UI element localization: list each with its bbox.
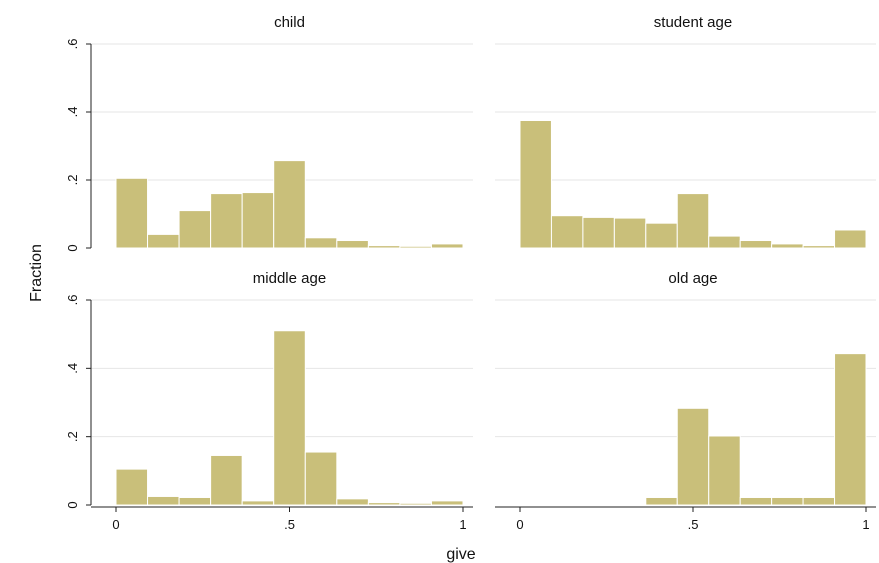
histogram-bar xyxy=(430,500,464,506)
histogram-bar xyxy=(739,496,773,506)
y-tick-label: .6 xyxy=(65,295,80,306)
y-tick-label: 0 xyxy=(65,501,80,508)
histogram-bar xyxy=(336,240,369,249)
y-tick-label: 0 xyxy=(65,244,80,251)
histogram-bar xyxy=(771,496,804,506)
histogram-bar xyxy=(739,240,773,249)
histogram-bar xyxy=(241,500,275,506)
histogram-bar xyxy=(676,193,710,249)
histogram-bar xyxy=(178,210,212,249)
histogram-bar xyxy=(582,216,615,249)
y-axis-label: Fraction xyxy=(28,244,45,302)
histogram-bar xyxy=(367,245,401,249)
x-tick-label: 1 xyxy=(459,517,466,532)
x-tick-label: 1 xyxy=(862,517,869,532)
histogram-bar xyxy=(367,502,401,506)
histogram-bar xyxy=(178,496,212,506)
panel-title: student age xyxy=(654,14,732,31)
histogram-bar xyxy=(115,468,149,506)
histogram-bar xyxy=(304,237,338,249)
histogram-bar xyxy=(802,496,836,506)
histogram-bar xyxy=(519,120,552,249)
x-tick-label: 0 xyxy=(112,517,119,532)
y-tick-label: .4 xyxy=(65,107,80,118)
histogram-bar xyxy=(771,243,804,249)
y-tick-label: .2 xyxy=(65,175,80,186)
histogram-bar xyxy=(802,245,836,249)
histogram-bar xyxy=(210,454,243,506)
histogram-bar xyxy=(399,502,432,506)
histogram-bar xyxy=(645,496,678,506)
histogram-bar xyxy=(834,229,867,249)
histogram-bar xyxy=(708,235,741,249)
histogram-bar xyxy=(241,192,275,249)
x-tick-label: .5 xyxy=(688,517,699,532)
y-tick-label: .2 xyxy=(65,431,80,442)
histogram-bar xyxy=(273,330,306,506)
histogram-bar xyxy=(676,407,710,506)
histogram-bar xyxy=(613,217,647,249)
histogram-bar xyxy=(147,233,180,249)
histogram-bar xyxy=(550,215,584,249)
histogram-bar xyxy=(273,160,306,249)
x-tick-label: 0 xyxy=(516,517,523,532)
panel-title: child xyxy=(274,14,305,31)
histogram-bar xyxy=(115,177,149,249)
histogram-bar xyxy=(399,245,432,249)
y-tick-label: .6 xyxy=(65,39,80,50)
panel-title: old age xyxy=(668,270,717,287)
histogram-bar xyxy=(708,435,741,506)
x-axis-label: give xyxy=(446,546,475,563)
histogram-bar xyxy=(304,451,338,506)
histogram-bar xyxy=(147,495,180,506)
histogram-bar xyxy=(336,498,369,506)
y-tick-label: .4 xyxy=(65,363,80,374)
histogram-bar xyxy=(210,193,243,249)
panel-title: middle age xyxy=(253,270,326,287)
x-tick-label: .5 xyxy=(284,517,295,532)
histogram-bar xyxy=(645,222,678,249)
histogram-bar xyxy=(430,243,464,249)
histogram-bar xyxy=(834,353,867,506)
